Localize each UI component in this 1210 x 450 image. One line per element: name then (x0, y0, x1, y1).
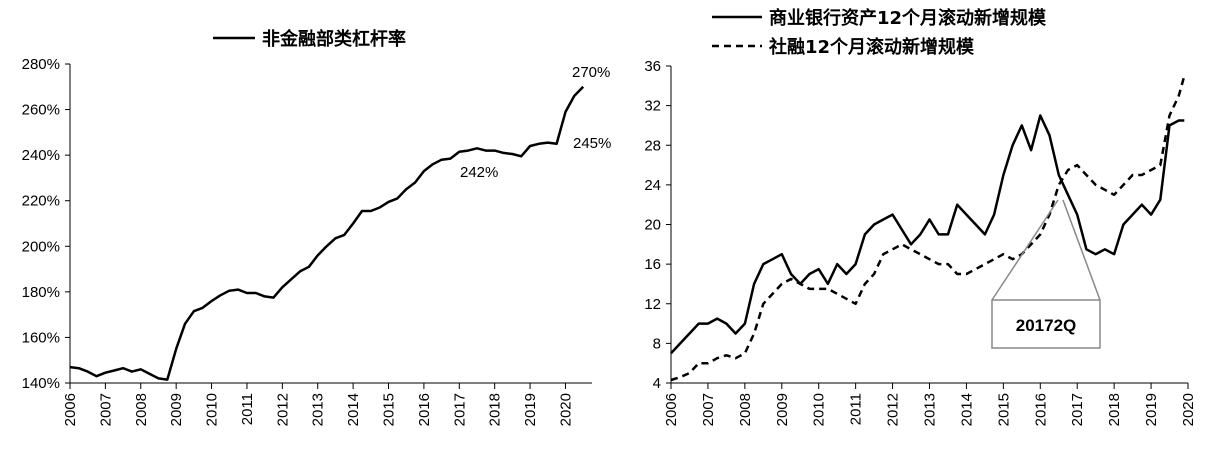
chart2-annotations: 20172Q (991, 199, 1101, 349)
x-tick-label: 2017 (451, 393, 468, 426)
chart1-x-ticks: 2006 2007 2008 2009 2010 2011 2012 2013 2014 2015… (62, 383, 574, 426)
chart-rolling-increment: 4 8 12 16 20 24 28 32 36 2006 2007 2008 2009 2010 201… (644, 7, 1197, 426)
legend-label-2: 社融12个月滚动新增规模 (769, 36, 975, 58)
callout-box (991, 299, 1101, 349)
x-tick-label: 2018 (487, 393, 504, 426)
callout-pointer-right (1062, 199, 1101, 301)
x-tick-label: 2008 (737, 393, 754, 426)
y-tick-label: 8 (653, 335, 661, 352)
x-tick-label: 2014 (345, 393, 362, 426)
chart-leverage-ratio: 140%160%180%200%220%240%260%280% 2006 200… (22, 28, 612, 426)
y-tick-label: 24 (644, 177, 661, 194)
callout-pointer-left (991, 199, 1059, 301)
x-tick-label: 2014 (958, 393, 975, 426)
y-tick-label: 220% (22, 193, 60, 210)
callout-label: 20172Q (1016, 316, 1077, 335)
x-tick-label: 2020 (557, 393, 574, 426)
y-tick-label: 28 (644, 137, 661, 154)
x-tick-label: 2013 (310, 393, 327, 426)
chart1-axes (69, 64, 592, 384)
y-tick-label: 16 (644, 256, 661, 273)
x-tick-label: 2017 (1069, 393, 1086, 426)
x-tick-label: 2016 (416, 393, 433, 426)
x-tick-label: 2010 (204, 393, 221, 426)
x-tick-label: 2020 (1180, 393, 1197, 426)
y-tick-label: 280% (22, 56, 60, 73)
series-line-2 (670, 75, 1186, 382)
x-tick-label: 2007 (700, 393, 717, 426)
y-tick-label: 200% (22, 238, 60, 255)
x-tick-label: 2016 (1032, 393, 1049, 426)
x-tick-label: 2013 (922, 393, 939, 426)
x-tick-label: 2012 (885, 393, 902, 426)
y-tick-label: 32 (644, 98, 661, 115)
x-tick-label: 2011 (848, 393, 865, 425)
chart2-y-ticks: 4 8 12 16 20 24 28 32 36 (644, 58, 671, 392)
x-tick-label: 2007 (97, 393, 114, 426)
chart1-legend: 非金融部类杠杆率 (213, 28, 406, 50)
x-tick-label: 2008 (133, 393, 150, 426)
chart2-x-ticks: 2006 2007 2008 2009 2010 2011 2012 2013 2014 2015… (663, 383, 1197, 426)
y-tick-label: 12 (644, 296, 661, 313)
y-tick-label: 20 (644, 217, 661, 234)
chart1-y-ticks: 140% 160% 180% 200% 220% 240% 260% 280% (22, 56, 70, 392)
y-tick-label: 260% (22, 102, 60, 119)
chart1-series (69, 85, 585, 381)
chart1-annotations: 270% 245% 242% (460, 64, 611, 181)
y-tick-label: 240% (22, 147, 60, 164)
y-tick-label: 180% (22, 284, 60, 301)
series-line-1 (69, 85, 585, 381)
chart2-axes (670, 66, 1188, 384)
x-tick-label: 2010 (811, 393, 828, 426)
x-tick-label: 2019 (522, 393, 539, 426)
x-tick-label: 2006 (62, 393, 79, 426)
x-tick-label: 2019 (1143, 393, 1160, 426)
x-tick-label: 2018 (1106, 393, 1123, 426)
x-tick-label: 2006 (663, 393, 680, 426)
data-label: 242% (460, 164, 498, 181)
x-tick-label: 2009 (774, 393, 791, 426)
data-label: 245% (573, 135, 611, 152)
y-tick-label: 4 (653, 375, 661, 392)
chart2-series (670, 75, 1186, 382)
x-tick-label: 2012 (274, 393, 291, 426)
legend-label-1: 商业银行资产12个月滚动新增规模 (769, 7, 1047, 29)
x-tick-label: 2009 (168, 393, 185, 426)
y-tick-label: 160% (22, 329, 60, 346)
y-tick-label: 140% (22, 375, 60, 392)
data-label: 270% (572, 64, 610, 81)
x-tick-label: 2011 (239, 393, 256, 425)
legend-label-1: 非金融部类杠杆率 (262, 28, 406, 50)
x-tick-label: 2015 (995, 393, 1012, 426)
x-tick-label: 2015 (381, 393, 398, 426)
series-line-1 (670, 114, 1185, 355)
y-tick-label: 36 (644, 58, 661, 75)
